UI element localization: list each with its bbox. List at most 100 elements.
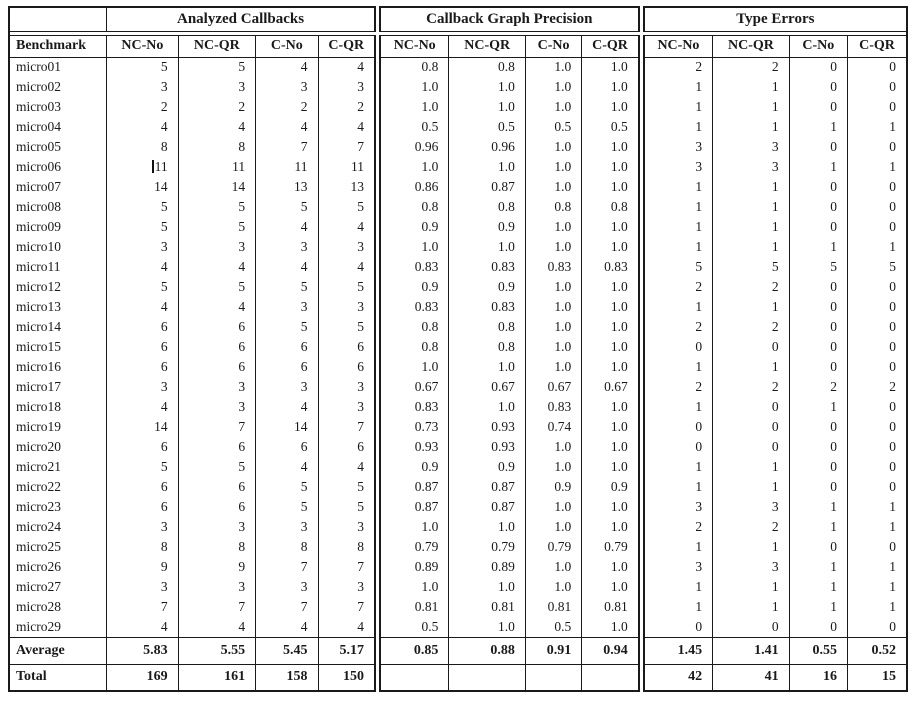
- value-cell: 0: [847, 337, 907, 357]
- table-row: micro12 5 5 5 5 0.9 0.9 1.0 1.0 2 2 0 0: [9, 277, 907, 297]
- table-row: micro03 2 2 2 2 1.0 1.0 1.0 1.0 1 1 0 0: [9, 97, 907, 117]
- value-cell: 1.45: [637, 636, 713, 664]
- value-cell: 3: [712, 557, 790, 577]
- benchmark-name: micro09: [16, 219, 61, 234]
- value-cell: 4: [255, 397, 319, 417]
- value-cell: [581, 663, 642, 691]
- value-cell: 14: [177, 177, 256, 197]
- value-cell: 3: [317, 517, 378, 537]
- value-cell: 4: [255, 217, 319, 237]
- column-header-row: Benchmark NC-No NC-QR C-No C-QR NC-No NC…: [9, 35, 907, 58]
- value-cell: 1.0: [581, 437, 642, 457]
- value-cell: 5: [847, 257, 907, 277]
- table-footer: Average 5.83 5.55 5.45 5.17 0.85 0.88 0.91 0.94 1…: [9, 636, 907, 691]
- value-cell: 1.0: [448, 157, 526, 177]
- value-cell: 14: [106, 417, 179, 437]
- value-cell: 1: [637, 297, 713, 317]
- value-cell: 0: [788, 477, 848, 497]
- col-header-te-nc-no: NC-No: [637, 35, 713, 58]
- value-cell: 1: [788, 517, 848, 537]
- value-cell: 0: [637, 437, 713, 457]
- value-cell: 0: [712, 397, 790, 417]
- value-cell: 1.0: [524, 357, 582, 377]
- value-cell: 0.93: [373, 437, 449, 457]
- value-cell: 9: [177, 557, 256, 577]
- benchmark-name: micro22: [16, 479, 61, 494]
- value-cell: 3: [177, 577, 256, 597]
- value-cell: 0: [847, 177, 907, 197]
- value-cell: 1.0: [581, 557, 642, 577]
- value-cell: 1.0: [524, 177, 582, 197]
- value-cell: 3: [637, 497, 713, 517]
- value-cell: 1.0: [448, 577, 526, 597]
- value-cell: 1.0: [448, 617, 526, 637]
- value-cell: 0.87: [448, 497, 526, 517]
- value-cell: 7: [317, 417, 378, 437]
- value-cell: 0.8: [524, 197, 582, 217]
- value-cell: 4: [255, 117, 319, 137]
- value-cell: 1.0: [581, 237, 642, 257]
- value-cell: 1.0: [524, 497, 582, 517]
- value-cell: 1: [637, 357, 713, 377]
- value-cell: 13: [255, 177, 319, 197]
- value-cell: 2: [712, 317, 790, 337]
- value-cell: 2: [637, 517, 713, 537]
- value-cell: 5.17: [317, 636, 378, 664]
- value-cell: 0: [788, 457, 848, 477]
- value-cell: 0: [847, 457, 907, 477]
- value-cell: 13: [317, 177, 378, 197]
- value-cell: 6: [317, 437, 378, 457]
- value-cell: 3: [106, 577, 179, 597]
- group-callback-graph-precision: Callback Graph Precision: [373, 7, 642, 31]
- value-cell: 3: [637, 157, 713, 177]
- table-row: micro18 4 3 4 3 0.83 1.0 0.83 1.0 1 0 1 0: [9, 397, 907, 417]
- value-cell: 0.93: [448, 437, 526, 457]
- value-cell: 1.0: [373, 237, 449, 257]
- value-cell: 4: [317, 217, 378, 237]
- value-cell: 1.41: [712, 636, 790, 664]
- table-row: micro02 3 3 3 3 1.0 1.0 1.0 1.0 1 1 0 0: [9, 77, 907, 97]
- value-cell: 5: [255, 317, 319, 337]
- value-cell: 1: [637, 537, 713, 557]
- value-cell: 8: [106, 137, 179, 157]
- value-cell: 1: [788, 557, 848, 577]
- value-cell: 0.83: [581, 257, 642, 277]
- value-cell: 1.0: [581, 397, 642, 417]
- benchmark-name: micro21: [16, 459, 61, 474]
- value-cell: 1.0: [524, 557, 582, 577]
- value-cell: 0: [847, 77, 907, 97]
- table-row: micro23 6 6 5 5 0.87 0.87 1.0 1.0 3 3 1 1: [9, 497, 907, 517]
- benchmark-name: micro03: [16, 99, 61, 114]
- benchmark-name: micro11: [16, 259, 61, 274]
- value-cell: 1.0: [581, 357, 642, 377]
- value-cell: 4: [317, 617, 378, 637]
- value-cell: 1: [712, 357, 790, 377]
- benchmark-name: micro29: [16, 618, 61, 634]
- value-cell: 4: [106, 117, 179, 137]
- value-cell: 0: [847, 197, 907, 217]
- value-cell: 6: [106, 497, 179, 517]
- value-cell: 3: [255, 577, 319, 597]
- value-cell: 3: [106, 377, 179, 397]
- value-cell: 6: [255, 437, 319, 457]
- value-cell: [373, 663, 449, 691]
- value-cell: 0: [847, 397, 907, 417]
- value-cell: 0.67: [373, 377, 449, 397]
- value-cell: 1.0: [524, 137, 582, 157]
- value-cell: 0.5: [373, 117, 449, 137]
- value-cell: 3: [317, 297, 378, 317]
- value-cell: 1: [712, 77, 790, 97]
- value-cell: 2: [712, 277, 790, 297]
- value-cell: 0.81: [581, 597, 642, 617]
- value-cell: 1.0: [524, 437, 582, 457]
- value-cell: 1: [847, 117, 907, 137]
- value-cell: 1.0: [581, 417, 642, 437]
- value-cell: 0.8: [448, 57, 526, 77]
- value-cell: 0.89: [373, 557, 449, 577]
- value-cell: 0.55: [788, 636, 848, 664]
- value-cell: 4: [317, 457, 378, 477]
- value-cell: 0: [847, 297, 907, 317]
- value-cell: 3: [177, 237, 256, 257]
- value-cell: 4: [255, 257, 319, 277]
- value-cell: 0: [788, 197, 848, 217]
